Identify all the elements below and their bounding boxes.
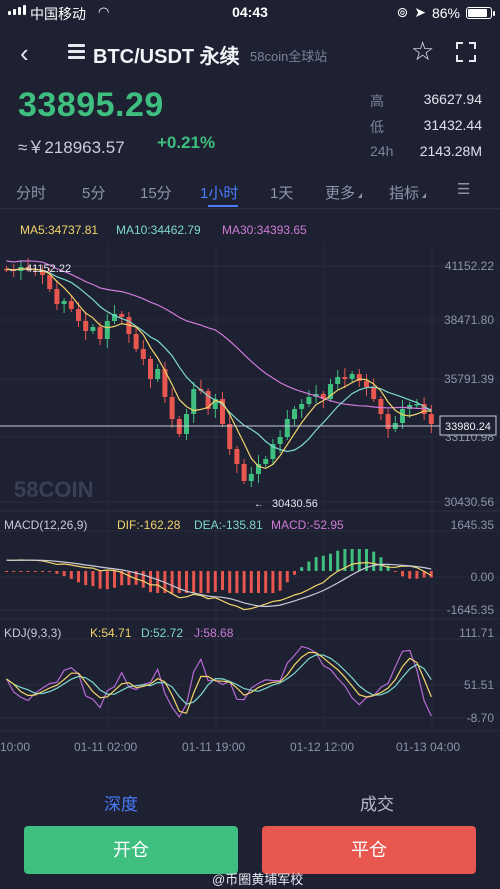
kdj-j: J:58.68 xyxy=(194,626,234,640)
ma10-legend: MA10:34462.79 xyxy=(116,223,201,237)
active-tab-underline xyxy=(208,205,238,207)
battery-icon xyxy=(466,6,495,19)
j-line xyxy=(5,645,432,719)
watermark-text: @币圈黄埔军校 xyxy=(212,872,304,887)
macd-dea: DEA:-135.81 xyxy=(194,518,263,532)
stat-volume: 24h 2143.28M xyxy=(370,143,482,159)
close-position-button[interactable]: 平仓 xyxy=(262,826,476,874)
settings-icon[interactable]: ☰ xyxy=(457,181,471,198)
exchange-label: 58coin全球站 xyxy=(250,49,328,64)
interval-tabs: 分时 5分 15分 1小时 1天 更多 指标 ☰ xyxy=(0,176,500,208)
kdj-tick: -8.70 xyxy=(467,711,495,725)
last-price: 33895.29 xyxy=(18,86,164,124)
current-price-box xyxy=(439,415,497,436)
favorite-star-icon[interactable]: ☆ xyxy=(411,36,435,66)
tab-15min[interactable]: 15分 xyxy=(140,185,172,202)
price-tick: 30430.56 xyxy=(444,495,494,509)
macd-histogram xyxy=(5,549,433,593)
stat-low: 低 31432.44 xyxy=(370,117,482,135)
macd-title: MACD(12,26,9) xyxy=(4,518,87,532)
back-button[interactable]: ‹ xyxy=(20,38,29,68)
tab-indicators[interactable]: 指标 xyxy=(389,182,427,203)
carrier-label: 中国移动 xyxy=(30,6,86,22)
kdj-tick: 111.71 xyxy=(459,626,494,640)
tab-trades[interactable]: 成交 xyxy=(360,795,394,814)
macd-tick: 0.00 xyxy=(471,570,495,584)
ma5-line xyxy=(6,268,432,470)
price-axis: 41152.22 38471.80 35791.39 33110.98 3043… xyxy=(444,259,494,509)
macd-tick: -1645.35 xyxy=(447,603,495,617)
tab-timeshare[interactable]: 分时 xyxy=(16,185,47,202)
dif-line xyxy=(6,559,432,611)
ma30-legend: MA30:34393.65 xyxy=(222,223,307,237)
header: ‹ BTC/USDT 永续 58coin全球站 ☆ xyxy=(0,30,500,74)
kdj-d: D:52.72 xyxy=(141,626,183,640)
time-tick: 01-11 02:00 xyxy=(74,740,137,754)
status-right: ⊚ ➤ 86% xyxy=(396,4,495,21)
menu-icon[interactable] xyxy=(68,44,85,59)
kline-chart[interactable]: MA5:34737.81 MA10:34462.79 MA30:34393.65… xyxy=(0,209,500,769)
price-tick: 35791.39 xyxy=(444,372,494,386)
low-marker-value: 30430.56 xyxy=(272,498,318,510)
status-bar: 中国移动 ◠ 04:43 ⊚ ➤ 86% xyxy=(0,0,500,26)
price-tick: 38471.80 xyxy=(444,313,494,327)
tab-1hour[interactable]: 1小时 xyxy=(200,185,239,202)
kdj-tick: 51.51 xyxy=(464,678,494,692)
caret-icon xyxy=(422,193,427,198)
wifi-icon: ◠ xyxy=(98,4,110,19)
stats-panel: 高 36627.94 低 31432.44 24h 2143.28M xyxy=(370,91,482,169)
battery-percent: 86% xyxy=(431,4,460,21)
price-tick: 41152.22 xyxy=(445,259,494,273)
time-tick: 10:00 xyxy=(0,740,30,754)
tab-depth[interactable]: 深度 xyxy=(104,795,138,814)
time-tick: 01-11 19:00 xyxy=(182,740,245,754)
tab-1day[interactable]: 1天 xyxy=(270,185,294,202)
open-position-button[interactable]: 开仓 xyxy=(24,826,238,874)
kdj-k: K:54.71 xyxy=(90,626,132,640)
macd-value: MACD:-52.95 xyxy=(271,518,344,532)
kdj-title: KDJ(9,3,3) xyxy=(4,626,61,640)
high-marker: ← xyxy=(8,264,18,275)
ma5-legend: MA5:34737.81 xyxy=(20,223,98,237)
caret-icon xyxy=(358,193,363,198)
location-icon: ➤ xyxy=(414,4,426,20)
rotation-lock-icon: ⊚ xyxy=(396,4,409,20)
k-line xyxy=(6,651,432,714)
cny-price: ≈￥218963.57 xyxy=(18,138,125,157)
low-marker: ← xyxy=(254,499,264,510)
tab-more[interactable]: 更多 xyxy=(325,182,363,203)
high-marker-value: 41152.22 xyxy=(26,263,71,275)
time-tick: 01-12 12:00 xyxy=(290,740,354,754)
ma10-line xyxy=(6,268,432,453)
d-line xyxy=(6,654,432,705)
fullscreen-icon[interactable] xyxy=(456,42,476,62)
time-tick: 01-13 04:00 xyxy=(396,740,460,754)
signal-icon xyxy=(8,5,26,15)
divider xyxy=(0,208,500,209)
bottom-tabs: 深度 成交 xyxy=(0,786,500,816)
pair-title[interactable]: BTC/USDT 永续 xyxy=(93,46,240,68)
ma30-line xyxy=(6,260,432,410)
tab-5min[interactable]: 5分 xyxy=(82,185,106,202)
macd-tick: 1645.35 xyxy=(451,518,495,532)
macd-dif: DIF:-162.28 xyxy=(117,518,181,532)
price-change: +0.21% xyxy=(157,133,216,152)
clock: 04:43 xyxy=(232,4,268,20)
dea-line xyxy=(6,559,432,608)
current-price-tag: 33980.24 xyxy=(445,421,491,433)
chart-watermark: 58COIN xyxy=(14,477,93,502)
stat-high: 高 36627.94 xyxy=(370,91,482,109)
